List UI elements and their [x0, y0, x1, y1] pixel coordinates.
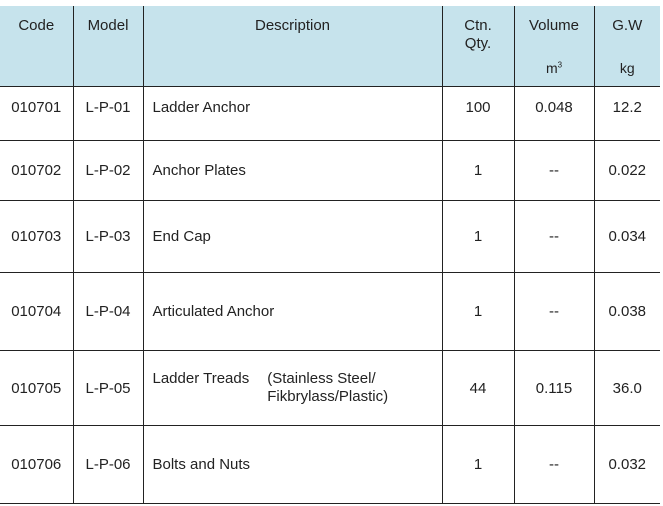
cell-description: Articulated Anchor — [142, 272, 442, 351]
cell-qty: 1 — [441, 200, 514, 273]
cell-description: Anchor Plates — [142, 140, 442, 201]
cell-model: L-P-04 — [72, 272, 143, 351]
cell-gw: 0.034 — [593, 200, 660, 273]
cell-model: L-P-01 — [72, 86, 143, 141]
header-qty: Ctn. Qty. — [441, 6, 514, 87]
header-row: Code Model Description Ctn. Qty. Volume m3… — [0, 6, 660, 87]
cell-gw: 0.032 — [593, 425, 660, 504]
cell-gw: 0.022 — [593, 140, 660, 201]
table-row: 010704 L-P-04 Articulated Anchor 1 -- 0.… — [0, 272, 660, 351]
cell-model: L-P-03 — [72, 200, 143, 273]
cell-code: 010701 — [11, 99, 62, 116]
header-gw: G.W kg — [593, 6, 660, 87]
table-row: 010706 L-P-06 Bolts and Nuts 1 -- 0.032 — [0, 425, 660, 504]
cell-code: 010705 — [11, 379, 62, 397]
cell-volume: -- — [513, 140, 594, 201]
cell-code: 010703 — [11, 228, 62, 245]
header-code: Code — [0, 6, 73, 87]
cell-model: L-P-06 — [72, 425, 143, 504]
header-model: Model — [72, 6, 143, 87]
cell-description: Bolts and Nuts — [142, 425, 442, 504]
header-volume: Volume m3 — [513, 6, 594, 87]
cell-description: Ladder Treads (Stainless Steel/Fikbrylass… — [142, 350, 442, 426]
cell-description: Ladder Anchor — [142, 86, 442, 141]
cell-model: L-P-02 — [72, 140, 143, 201]
product-table: Code Model Description Ctn. Qty. Volume m3… — [0, 6, 660, 504]
table-row: 010701 L-P-01 Ladder Anchor 100 0.048 12… — [0, 86, 660, 141]
cell-gw: 12.2 — [593, 86, 660, 141]
table-row: 010703 L-P-03 End Cap 1 -- 0.034 — [0, 200, 660, 273]
cell-qty: 44 — [441, 350, 514, 426]
cell-gw: 36.0 — [593, 350, 660, 426]
cell-model: L-P-05 — [72, 350, 143, 426]
cell-code: 010702 — [11, 162, 62, 179]
cell-volume: -- — [513, 200, 594, 273]
cell-code: 010704 — [11, 303, 62, 320]
table-row: 010702 L-P-02 Anchor Plates 1 -- 0.022 — [0, 140, 660, 201]
cell-description: End Cap — [142, 200, 442, 273]
cell-gw: 0.038 — [593, 272, 660, 351]
cell-volume: -- — [513, 425, 594, 504]
cell-volume: -- — [513, 272, 594, 351]
cell-volume: 0.048 — [513, 86, 594, 141]
cell-qty: 1 — [441, 140, 514, 201]
cell-qty: 1 — [441, 425, 514, 504]
cell-code: 010706 — [11, 456, 62, 473]
cell-qty: 100 — [441, 86, 514, 141]
header-description: Description — [142, 6, 442, 87]
cell-qty: 1 — [441, 272, 514, 351]
table-row: 010705 L-P-05 Ladder Treads (Stainless St… — [0, 350, 660, 426]
cell-volume: 0.115 — [513, 350, 594, 426]
